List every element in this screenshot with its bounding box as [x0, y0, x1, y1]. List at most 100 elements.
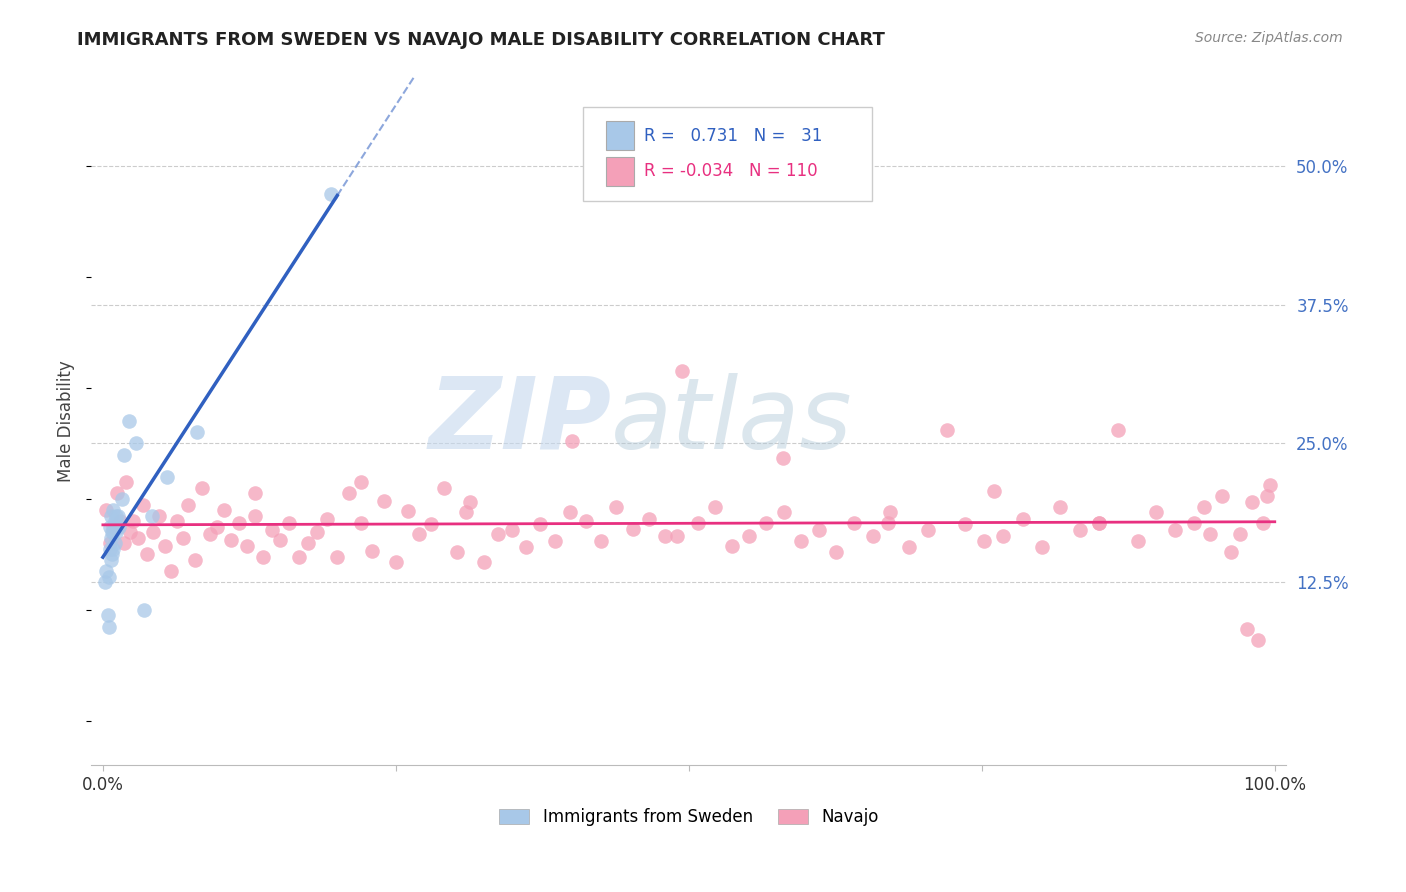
Point: [245, 486, 267, 500]
Point: [755, 516, 778, 531]
Point: [621, 522, 644, 536]
Point: [118, 525, 141, 540]
Point: [156, 469, 179, 483]
Point: [96, 503, 118, 517]
Point: [101, 525, 124, 540]
Point: [350, 516, 373, 531]
Point: [98, 536, 121, 550]
Point: [205, 519, 228, 533]
Point: [228, 516, 250, 531]
Point: [132, 603, 155, 617]
Point: [935, 423, 957, 437]
Point: [1194, 500, 1216, 514]
Point: [172, 531, 194, 545]
Text: R = -0.034   N = 110: R = -0.034 N = 110: [644, 162, 817, 180]
Point: [361, 544, 384, 558]
Point: [1182, 516, 1205, 531]
Point: [269, 533, 291, 547]
Point: [408, 527, 430, 541]
Point: [983, 484, 1005, 499]
Text: ZIP: ZIP: [427, 373, 612, 470]
Point: [125, 436, 148, 450]
Point: [605, 500, 627, 514]
Text: Source: ZipAtlas.com: Source: ZipAtlas.com: [1195, 31, 1343, 45]
Point: [153, 539, 176, 553]
Point: [118, 414, 141, 428]
Point: [97, 619, 120, 633]
Point: [321, 186, 343, 201]
Point: [315, 512, 337, 526]
Point: [287, 549, 309, 564]
Point: [252, 549, 274, 564]
Point: [115, 475, 138, 490]
Point: [1031, 540, 1053, 554]
Point: [98, 519, 121, 533]
Legend: Immigrants from Sweden, Navajo: Immigrants from Sweden, Navajo: [492, 801, 884, 832]
Point: [112, 448, 135, 462]
Point: [688, 516, 710, 531]
Point: [654, 528, 676, 542]
Point: [278, 516, 301, 531]
Point: [772, 450, 794, 465]
Point: [1069, 523, 1091, 537]
Point: [112, 536, 135, 550]
Point: [104, 536, 127, 550]
Point: [260, 523, 283, 537]
Point: [396, 504, 419, 518]
Point: [184, 553, 207, 567]
Point: [103, 519, 125, 533]
Point: [236, 539, 259, 553]
Point: [501, 523, 523, 537]
Point: [141, 508, 163, 523]
Point: [104, 508, 127, 523]
Point: [877, 516, 900, 531]
Point: [515, 540, 537, 554]
Y-axis label: Male Disability: Male Disability: [58, 360, 75, 483]
Point: [1256, 489, 1278, 503]
Point: [807, 523, 830, 537]
Point: [1049, 500, 1071, 514]
Point: [1088, 516, 1111, 531]
Point: [127, 531, 149, 545]
Point: [245, 508, 267, 523]
Point: [1229, 527, 1251, 541]
Point: [575, 514, 598, 528]
Point: [100, 531, 122, 545]
Point: [1251, 516, 1274, 531]
Text: R =   0.731   N =   31: R = 0.731 N = 31: [644, 127, 823, 145]
Point: [446, 545, 468, 559]
Point: [98, 541, 121, 556]
Point: [177, 498, 200, 512]
Point: [1144, 505, 1167, 519]
Point: [100, 553, 122, 567]
Point: [307, 525, 329, 540]
Point: [105, 486, 128, 500]
Point: [198, 527, 221, 541]
Point: [458, 495, 481, 509]
Point: [638, 512, 661, 526]
Point: [103, 541, 125, 556]
Point: [326, 549, 349, 564]
Point: [94, 575, 117, 590]
Point: [122, 514, 145, 528]
Point: [160, 564, 183, 578]
Point: [456, 505, 478, 519]
Point: [1241, 495, 1264, 509]
Point: [219, 533, 242, 547]
Point: [103, 503, 125, 517]
Point: [136, 548, 159, 562]
Point: [111, 491, 134, 506]
Point: [825, 545, 848, 559]
Point: [671, 364, 693, 378]
Point: [96, 608, 118, 623]
Point: [212, 503, 235, 517]
Point: [1220, 545, 1243, 559]
Point: [385, 555, 408, 569]
Point: [879, 505, 901, 519]
Point: [898, 540, 921, 554]
Point: [560, 505, 582, 519]
Point: [589, 534, 612, 549]
Point: [100, 508, 122, 523]
Point: [142, 525, 165, 540]
Point: [1199, 527, 1222, 541]
